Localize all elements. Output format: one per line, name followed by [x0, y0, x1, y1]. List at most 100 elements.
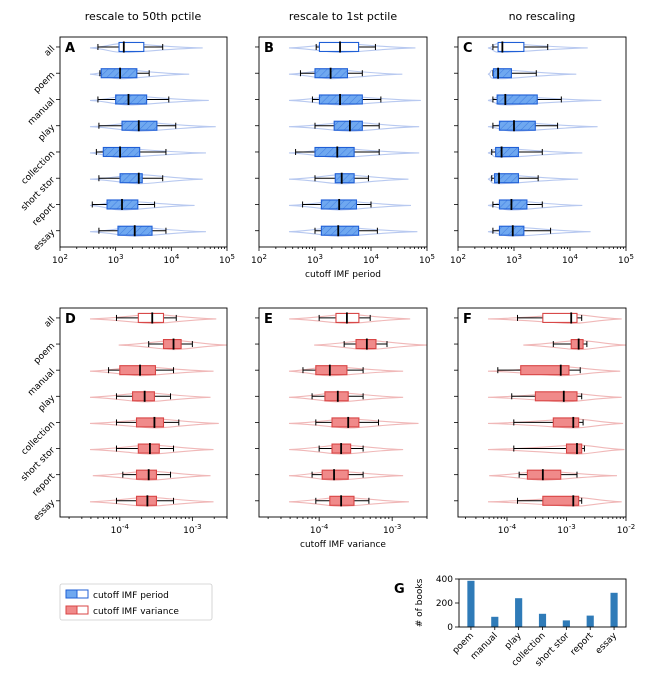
- iqr-box: [534, 391, 578, 402]
- iqr-box: [119, 365, 157, 376]
- box-essay: [98, 225, 167, 237]
- axes-frame: [258, 307, 428, 518]
- bar-play: [515, 598, 523, 627]
- iqr-box: [162, 339, 182, 350]
- panel-letter-d: D: [65, 312, 76, 327]
- y-tick-label-poem: poem: [32, 70, 57, 95]
- iqr-box: [497, 41, 525, 53]
- x-tick-label: 104: [163, 253, 179, 266]
- x-tick-label: 10-4: [498, 523, 517, 536]
- x-tick-label: 10-3: [557, 523, 575, 536]
- iqr-hatch: [115, 94, 147, 104]
- iqr-hatch: [321, 226, 359, 236]
- column-titles: rescale to 50th pctile rescale to 1st pc…: [85, 10, 576, 23]
- y-tick-label-essay: essay: [32, 227, 58, 253]
- iqr-hatch: [499, 226, 524, 236]
- iqr-hatch: [493, 68, 512, 78]
- box-short-stor: [314, 172, 369, 184]
- y-tick-label-essay: essay: [32, 498, 58, 524]
- iqr-box: [118, 41, 145, 53]
- box-collection: [95, 146, 167, 158]
- legend-swatch-variance: [65, 605, 89, 615]
- column-title-rescale-1st: rescale to 1st pctile: [289, 10, 397, 23]
- x-tick-label: 105: [618, 253, 634, 266]
- panel-f: 10-4 10-3 10-2 F: [454, 307, 635, 536]
- y-tick-label-report: report: [31, 201, 58, 228]
- bar-poem: [467, 580, 475, 627]
- box-all: [318, 312, 371, 324]
- x-tick-label: 10-2: [617, 523, 635, 536]
- axes-frame: [59, 36, 228, 248]
- box-all: [115, 312, 177, 324]
- x-tick-label: 103: [108, 253, 124, 266]
- box-manual: [311, 93, 382, 105]
- x-tick-label-manual: manual: [469, 631, 500, 662]
- iqr-box: [321, 469, 349, 480]
- box-short-stor: [513, 443, 585, 455]
- iqr-hatch: [101, 68, 137, 78]
- axes-frame: [258, 36, 428, 248]
- violin-short-stor: [487, 444, 625, 455]
- box-report: [122, 469, 172, 481]
- box-short-stor: [318, 443, 364, 455]
- x-tick-label: 104: [363, 253, 379, 266]
- iqr-box: [324, 391, 349, 402]
- iqr-box: [565, 443, 583, 454]
- box-collection: [115, 416, 180, 428]
- x-tick-label: 10-4: [310, 523, 329, 536]
- iqr-hatch: [103, 147, 140, 157]
- box-all: [97, 41, 164, 53]
- legend: cutoff IMF period cutoff IMF variance: [59, 583, 213, 621]
- violin-all: [89, 42, 203, 54]
- box-manual: [497, 364, 581, 376]
- x-tick-label: 102: [52, 253, 68, 266]
- iqr-box: [331, 417, 360, 428]
- x-axis-label: cutoff IMF period: [305, 270, 381, 280]
- y-tick-label-play: play: [37, 393, 58, 414]
- panel-letter-a: A: [65, 41, 75, 56]
- box-essay: [115, 495, 175, 507]
- iqr-hatch: [335, 173, 355, 183]
- box-play: [492, 120, 559, 132]
- box-play: [314, 120, 380, 132]
- x-tick-label: 103: [506, 253, 522, 266]
- column-title-no-rescaling: no rescaling: [509, 10, 576, 23]
- box-essay: [492, 225, 552, 237]
- iqr-box: [542, 495, 580, 506]
- iqr-box: [132, 391, 155, 402]
- iqr-hatch: [499, 199, 527, 209]
- x-tick-label: 10-3: [383, 523, 401, 536]
- box-short-stor: [98, 172, 164, 184]
- box-poem: [552, 338, 588, 350]
- y-tick-label-report: report: [31, 472, 58, 499]
- iqr-box: [137, 312, 165, 323]
- axes-frame: [457, 307, 627, 518]
- x-tick-label-essay: essay: [594, 631, 620, 657]
- bar-essay: [610, 592, 618, 627]
- panel-letter-b: B: [264, 41, 274, 56]
- legend-frame: [59, 583, 213, 621]
- iqr-hatch: [494, 173, 519, 183]
- iqr-hatch: [120, 173, 143, 183]
- legend-swatch-period: [65, 589, 89, 599]
- iqr-box: [318, 41, 360, 53]
- box-poem: [343, 338, 388, 350]
- violin-poem: [487, 69, 577, 80]
- x-tick-label: 105: [419, 253, 435, 266]
- box-poem: [148, 338, 193, 350]
- box-report: [91, 198, 156, 210]
- iqr-box: [135, 469, 158, 480]
- y-tick-label-all: all: [43, 315, 58, 330]
- iqr-box: [520, 365, 570, 376]
- iqr-box: [552, 417, 580, 428]
- box-all: [492, 41, 549, 53]
- box-collection: [513, 416, 584, 428]
- violin-short-stor: [288, 174, 409, 185]
- box-play: [98, 120, 177, 132]
- box-report: [302, 198, 372, 210]
- bar-collection: [538, 613, 547, 627]
- box-manual: [108, 364, 175, 376]
